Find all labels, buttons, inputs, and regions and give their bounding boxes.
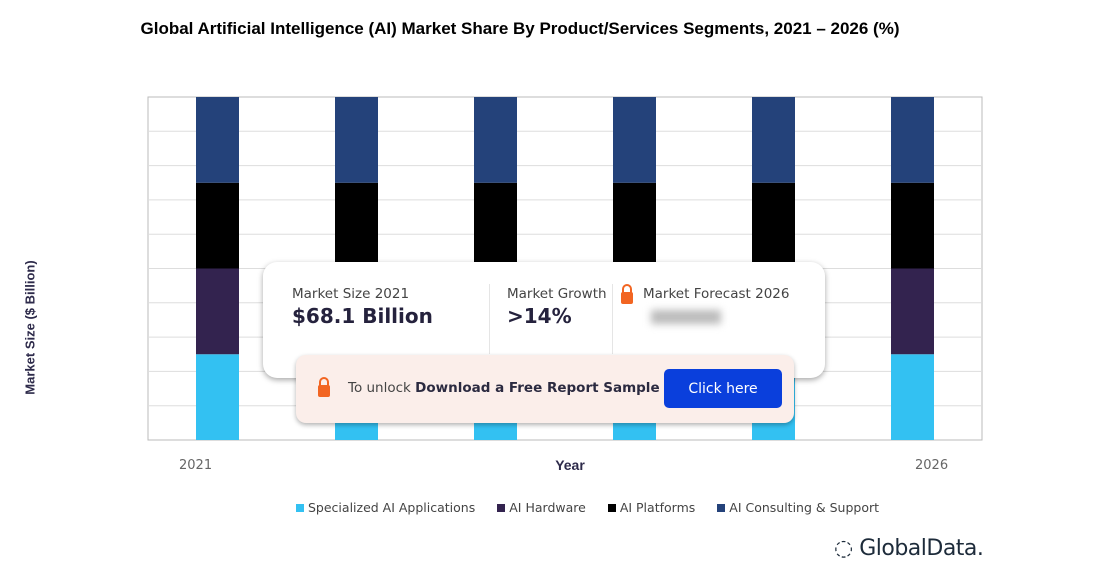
lock-icon <box>318 377 330 397</box>
bar-segment <box>752 182 795 269</box>
growth-value: >14% <box>507 304 572 328</box>
legend-label: Specialized AI Applications <box>308 500 476 515</box>
bar-segment <box>196 354 239 440</box>
market-forecast-stat: Market Forecast 2026 <box>621 284 790 324</box>
divider <box>612 284 613 354</box>
x-tick-label: 2026 <box>915 458 949 473</box>
legend-swatch <box>717 503 726 512</box>
bar-segment <box>335 182 378 269</box>
market-growth-stat: Market Growth >14% <box>507 286 607 328</box>
legend-item: Specialized AI Applications <box>296 500 475 515</box>
lock-icon <box>621 284 633 304</box>
legend: Specialized AI Applications AI Hardware … <box>296 500 879 515</box>
growth-label: Market Growth <box>507 286 607 302</box>
bar-segment <box>196 97 239 183</box>
y-axis-label: Market Size ($ Billion) <box>22 260 38 395</box>
chart-title: Global Artificial Intelligence (AI) Mark… <box>140 19 900 38</box>
globaldata-logo: ◌ GlobalData. <box>834 536 984 561</box>
download-sample-link[interactable]: Download a Free Report Sample <box>415 380 660 396</box>
bar-segment <box>891 97 934 183</box>
bar-segment <box>891 268 934 355</box>
forecast-label: Market Forecast 2026 <box>643 286 790 302</box>
logo-text: GlobalData. <box>859 536 984 561</box>
x-tick-label: 2021 <box>179 458 213 473</box>
bar-segment <box>196 268 239 355</box>
legend-item: AI Platforms <box>607 500 696 515</box>
unlock-banner: To unlock Download a Free Report Sample … <box>296 355 794 423</box>
legend-item: AI Consulting & Support <box>717 500 879 515</box>
market-size-stat: Market Size 2021 $68.1 Billion <box>292 286 433 328</box>
legend-swatch <box>497 503 506 512</box>
bar-segment <box>613 97 656 183</box>
legend-label: AI Platforms <box>619 500 696 515</box>
bar-segment <box>335 97 378 183</box>
click-here-button[interactable]: Click here <box>664 369 782 408</box>
bar-segment <box>613 182 656 269</box>
market-size-value: $68.1 Billion <box>292 304 433 328</box>
bar-segment <box>891 182 934 269</box>
legend-swatch <box>607 503 616 512</box>
bar-segment <box>891 354 934 440</box>
divider <box>489 284 490 354</box>
unlock-prefix: To unlock <box>348 380 411 396</box>
bar-segment <box>196 182 239 269</box>
legend-swatch <box>296 503 304 512</box>
x-axis-label: Year <box>555 457 585 473</box>
legend-label: AI Hardware <box>509 500 586 515</box>
market-size-label: Market Size 2021 <box>292 286 410 302</box>
legend-label: AI Consulting & Support <box>729 500 880 515</box>
bar-segment <box>474 97 517 183</box>
legend-item: AI Hardware <box>497 500 586 515</box>
bar-segment <box>474 182 517 269</box>
unlock-text: To unlock Download a Free Report Sample <box>348 380 660 396</box>
blurred-forecast-value <box>651 310 721 324</box>
bar-segment <box>752 97 795 183</box>
